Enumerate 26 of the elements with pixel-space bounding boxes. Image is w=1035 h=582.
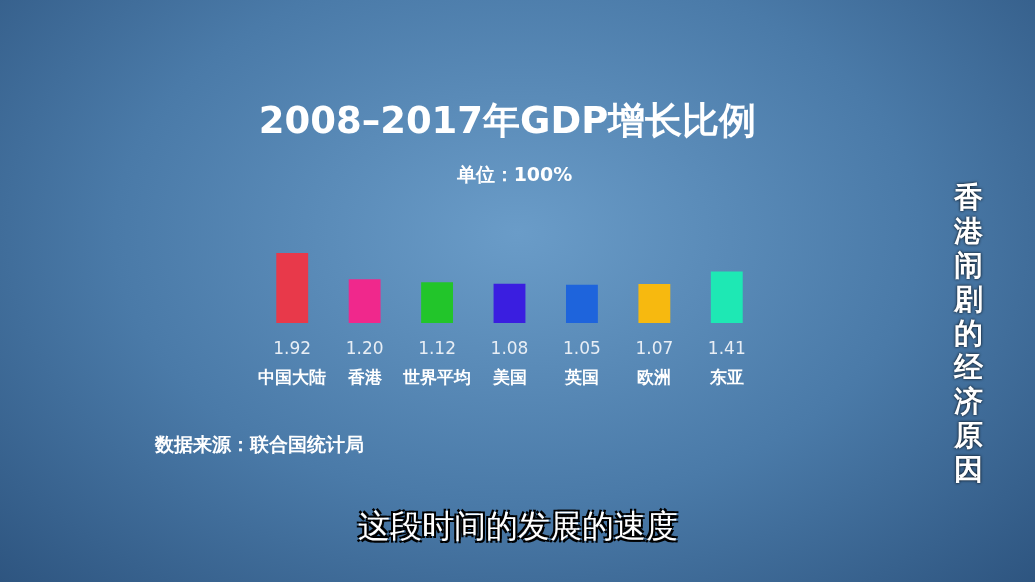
data-label: 1.92 [273,338,312,359]
bar [276,253,309,323]
bar [638,283,671,323]
x-tick-label: 香港 [346,367,383,388]
bar [565,284,598,323]
x-tick-label: 世界平均 [402,367,472,388]
x-tick-label: 欧洲 [637,367,672,388]
bar [348,279,381,323]
bar [493,283,526,323]
source-note: 数据来源：联合国统计局 [155,432,364,457]
x-tick-label: 英国 [563,367,599,388]
data-label: 1.05 [563,338,601,359]
x-tick-label: 美国 [491,367,527,388]
text: 香港闹剧的经济原因 [953,180,983,486]
chart-title: 2008–2017年GDP增长比例 [257,98,758,144]
bar [421,282,454,323]
data-label: 1.20 [345,338,384,359]
data-label: 1.12 [418,338,456,359]
data-label: 1.07 [635,338,674,359]
chart-subtitle: 单位：100% [456,163,573,185]
bar [710,271,743,323]
data-label: 1.41 [707,338,746,359]
text: 这段时间的发展的速度 [356,506,679,547]
x-tick-label: 东亚 [708,367,744,388]
data-label: 1.08 [490,338,529,359]
x-tick-label: 中国大陆 [258,367,327,388]
